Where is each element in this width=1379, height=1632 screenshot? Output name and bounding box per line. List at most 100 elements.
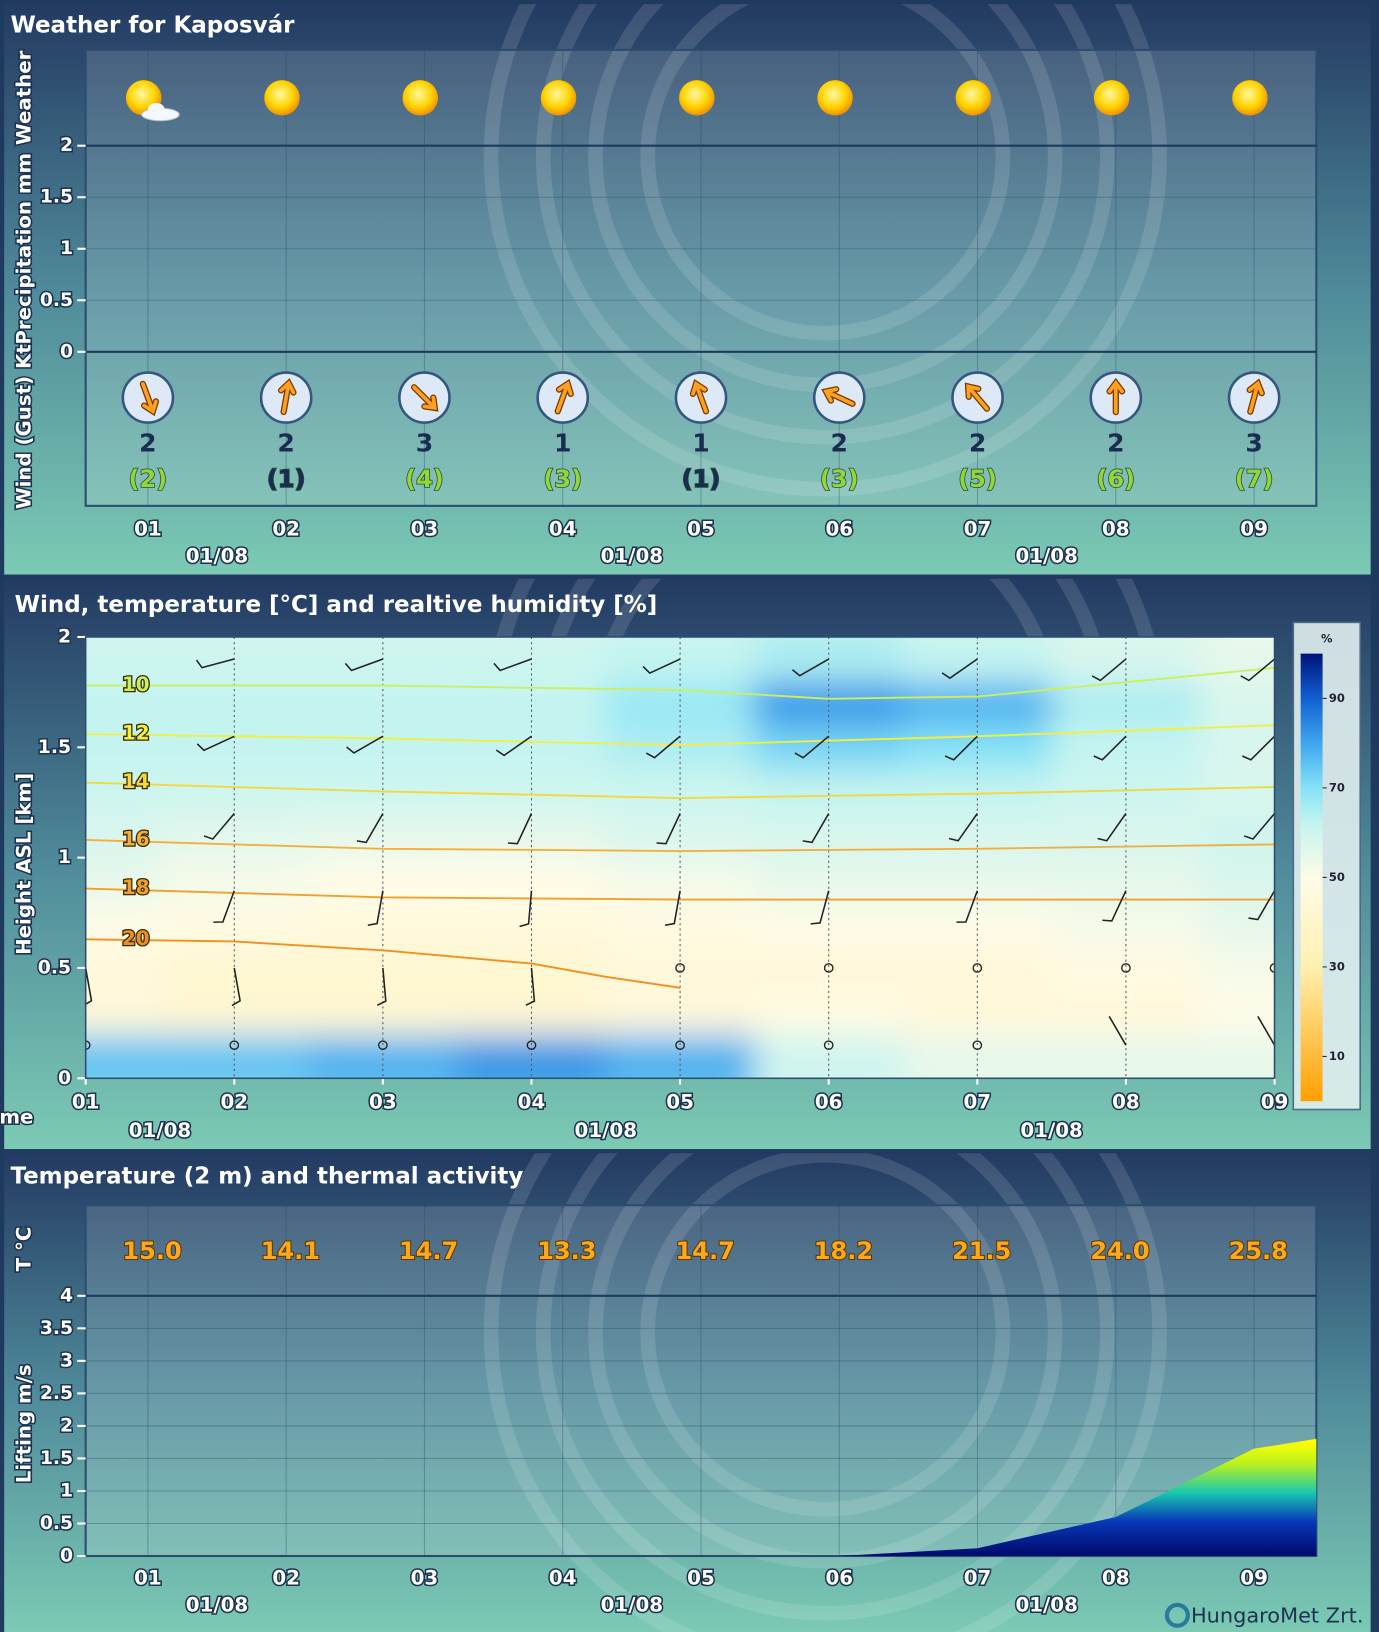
wind-speed: 2 — [277, 428, 294, 457]
humidity-cell — [457, 769, 607, 815]
x-tick-label: 08 — [1102, 517, 1130, 540]
wind-arrow — [1246, 378, 1265, 415]
wind-barb — [656, 813, 681, 845]
x-tick-label: 03 — [369, 1091, 397, 1114]
wind-gust: (3) — [820, 465, 859, 493]
wind-calm — [972, 963, 983, 973]
wind-barb — [493, 658, 532, 672]
humidity-cell — [903, 681, 1053, 727]
x-tick-label: 02 — [220, 1091, 248, 1114]
humidity-cell — [85, 1034, 162, 1079]
x-tick-label: 06 — [825, 1566, 853, 1589]
isotherm-label: 20 — [122, 927, 150, 950]
date-label: 01/08 — [1015, 1594, 1077, 1617]
logo-arcs — [483, 1153, 1167, 1632]
wind-calm — [526, 1040, 537, 1051]
lifting-area — [839, 1438, 1317, 1557]
x-tick-label: 08 — [1102, 1566, 1130, 1589]
wind-speed: 2 — [139, 428, 156, 457]
humidity-cell — [754, 857, 905, 903]
x-tick-label: 05 — [666, 1091, 694, 1114]
wind-speed: 2 — [831, 428, 848, 457]
colorbar-tick-label: 50 — [1329, 870, 1345, 884]
wind-gust: (2) — [129, 465, 168, 493]
plot-frame — [84, 636, 1276, 1080]
wind-calm — [1121, 963, 1131, 973]
x-tick-label: 05 — [687, 517, 715, 540]
wind-arrow-body — [823, 387, 855, 406]
wind-barb — [213, 890, 236, 923]
humidity-cell — [85, 990, 162, 1036]
x-tick-label: 09 — [1240, 1566, 1268, 1589]
wind-barb — [367, 890, 384, 927]
wind-barb — [525, 967, 536, 1006]
humidity-cell — [85, 769, 162, 815]
wind-barb — [1240, 658, 1275, 682]
humidity-cell — [903, 636, 1053, 683]
humidity-cell — [308, 681, 459, 727]
wind-barb — [791, 658, 830, 677]
wind-calm — [972, 1040, 983, 1051]
humidity-cell — [457, 857, 607, 903]
humidity-cell — [754, 769, 905, 815]
plot-frame — [84, 1204, 1318, 1558]
humidity-cell — [457, 725, 607, 771]
temperature-label: 18.2 — [814, 1237, 873, 1265]
isotherm — [85, 724, 1275, 747]
isotherm-label: 18 — [122, 876, 150, 899]
humidity-cell — [457, 901, 607, 947]
humidity-cell — [903, 813, 1053, 859]
row-label: Weather — [13, 50, 36, 145]
wind-barb — [794, 735, 830, 759]
x-axis-label: Time — [0, 1105, 33, 1128]
humidity-cell — [1200, 1034, 1275, 1079]
temperature-label: 15.0 — [122, 1237, 181, 1265]
x-tick-label: 01 — [72, 1091, 100, 1114]
wind-barb — [495, 735, 532, 757]
wind-gust: (1) — [682, 465, 721, 493]
humidity-cell — [1200, 990, 1275, 1036]
wind-gust: (5) — [958, 465, 997, 493]
y-tick-label: 1 — [60, 238, 73, 259]
wind-calm — [823, 1040, 834, 1051]
x-tick-label: 04 — [518, 1091, 546, 1114]
isotherms — [85, 666, 1275, 989]
humidity-cell — [159, 725, 310, 771]
wind-barb — [346, 735, 384, 754]
date-label: 01/08 — [186, 1594, 248, 1617]
temperature-label: 14.1 — [261, 1237, 320, 1265]
wind-barb — [1108, 1015, 1127, 1046]
humidity-cell — [605, 945, 756, 992]
isotherm — [85, 938, 681, 989]
row-label: Wind (Gust) Kt — [13, 344, 36, 509]
y-tick-label: 4 — [60, 1285, 73, 1306]
wind-arrow — [821, 386, 856, 407]
wind-barb — [941, 658, 978, 680]
temperature-label: 13.3 — [537, 1237, 596, 1265]
wind-speed: 1 — [554, 428, 571, 457]
isotherm-label: 16 — [122, 828, 150, 851]
wind-arrow-body — [1107, 379, 1124, 414]
y-tick-label: 0 — [60, 341, 73, 362]
humidity-cell — [1051, 945, 1202, 992]
x-tick-label: 05 — [687, 1566, 715, 1589]
wind-barb — [519, 890, 533, 928]
wind-calm — [823, 963, 834, 973]
weather-icon-cloud — [147, 103, 165, 116]
wind-gust: (7) — [1235, 465, 1274, 493]
x-tick-label: 07 — [964, 1091, 992, 1114]
y-tick-label: 0.5 — [40, 1513, 73, 1534]
isotherm — [85, 887, 1275, 901]
date-label: 01/08 — [601, 544, 663, 567]
wind-barb — [642, 658, 681, 675]
humidity-cell — [457, 813, 607, 859]
x-tick-label: 07 — [964, 1566, 992, 1589]
date-label: 01/08 — [1020, 1119, 1082, 1142]
wind-barb — [944, 735, 978, 761]
humidity-cell — [1200, 945, 1275, 992]
humidity-cell — [85, 681, 162, 727]
x-tick-label: 02 — [272, 517, 300, 540]
x-tick-label: 06 — [815, 1091, 843, 1114]
weather-icon-sun — [1093, 80, 1130, 116]
humidity-cell — [1200, 813, 1275, 859]
